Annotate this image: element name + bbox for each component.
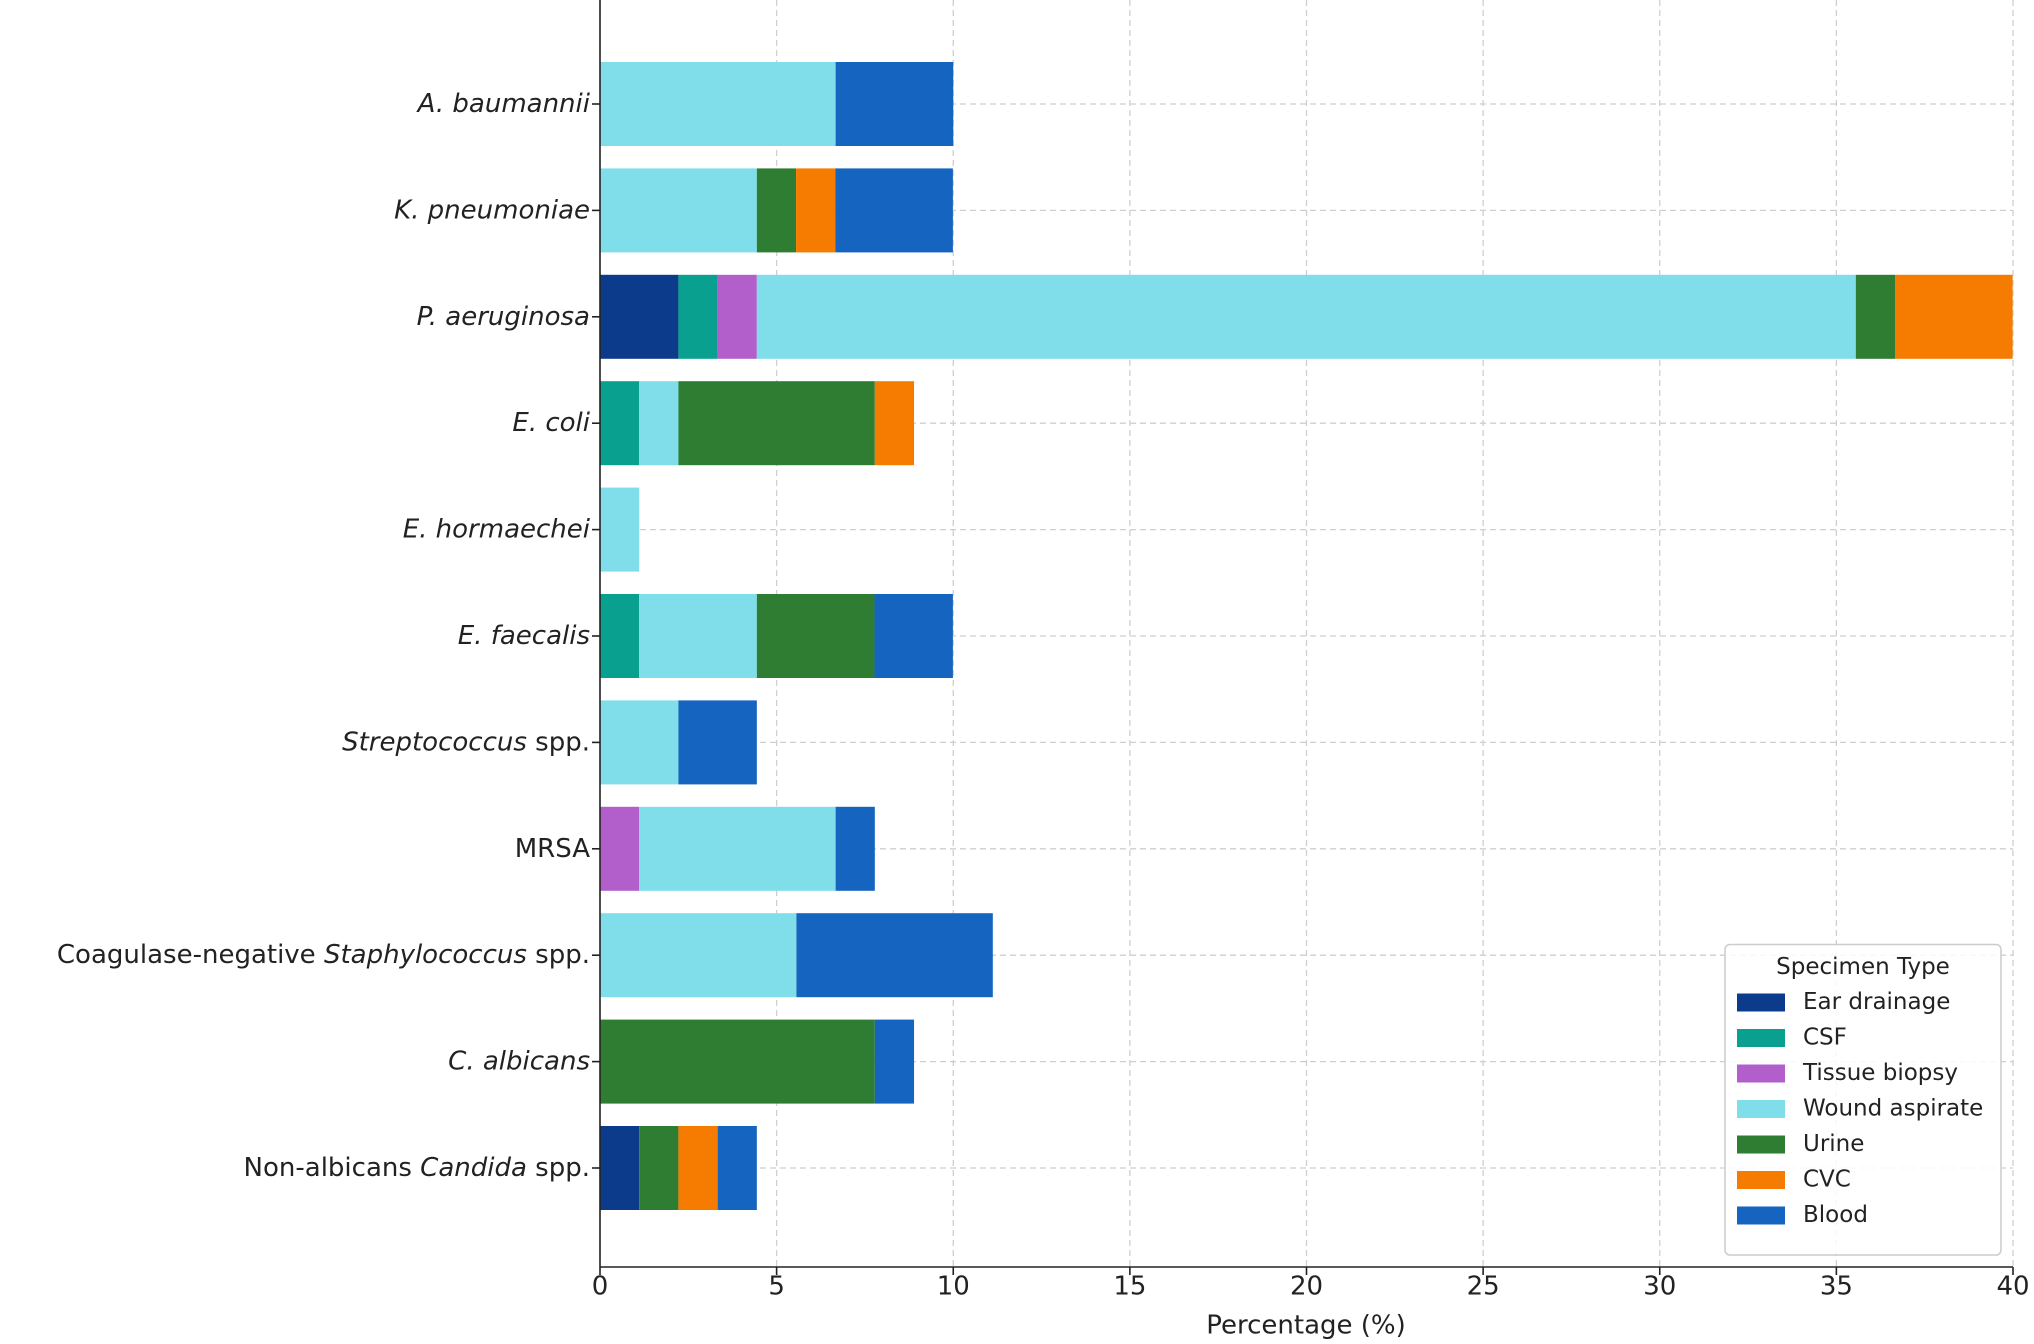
y-tick-label: E. faecalis: [458, 621, 590, 651]
y-tick-label: E. coli: [512, 408, 590, 438]
y-tick-label-part: Staphylococcus: [324, 940, 527, 970]
legend-frame: [1724, 943, 2002, 1256]
legend-swatch: [1737, 1135, 1785, 1154]
bar-segment: [874, 1019, 915, 1104]
y-tick-label-part: Streptococcus: [342, 727, 527, 757]
bar-segment: [678, 700, 757, 785]
y-tick-label-part: Candida: [420, 1153, 527, 1183]
bar-segment: [600, 168, 757, 253]
bar-segment: [639, 594, 757, 678]
bar-segment: [600, 1019, 875, 1104]
legend-label: Ear drainage: [1803, 989, 1950, 1015]
bar-segment: [600, 913, 797, 998]
y-tick-label-part: E. hormaechei: [403, 514, 591, 544]
bar-segment: [874, 594, 953, 678]
y-tick-label: A. baumannii: [416, 89, 591, 119]
x-axis-label: Percentage (%): [1206, 1311, 1406, 1341]
y-tick-label-part: A. baumannii: [416, 89, 591, 119]
y-tick-label: P. aeruginosa: [417, 301, 590, 331]
legend-label: CSF: [1803, 1025, 1847, 1051]
y-tick-label-part: Non-albicans: [244, 1153, 421, 1183]
bar-segment: [756, 168, 797, 253]
legend-swatch: [1737, 993, 1785, 1012]
bar-segment: [874, 381, 915, 466]
bar-segment: [756, 274, 1856, 359]
legend-title: Specimen Type: [1776, 954, 1950, 980]
bar-segment: [639, 806, 836, 891]
y-tick-label-part: Coagulase-negative: [57, 940, 324, 970]
x-tick-label: 0: [592, 1272, 609, 1302]
y-tick-label-part: spp.: [527, 940, 590, 970]
y-tick-label-part: spp.: [527, 727, 590, 757]
bar-segment: [678, 274, 718, 359]
legend-swatch: [1737, 1064, 1785, 1083]
x-tick-label: 5: [768, 1272, 785, 1302]
x-tick-label: 35: [1820, 1272, 1853, 1302]
legend-swatch: [1737, 1171, 1785, 1189]
x-tick-label: 25: [1467, 1272, 1500, 1302]
bar-segment: [678, 381, 875, 466]
bar-segment: [717, 1126, 757, 1210]
bar-segment: [717, 274, 757, 359]
x-tick-label: 20: [1290, 1272, 1323, 1302]
legend-label: Wound aspirate: [1803, 1096, 1983, 1122]
y-tick-label: Streptococcus spp.: [342, 727, 590, 757]
x-tick-label: 30: [1643, 1272, 1676, 1302]
y-tick-label: E. hormaechei: [403, 514, 591, 544]
bar-segment: [600, 594, 640, 678]
x-tick-label: 15: [1113, 1272, 1146, 1302]
legend-swatch: [1737, 1029, 1785, 1047]
y-tick-label: MRSA: [515, 833, 590, 863]
bar-segment: [600, 381, 640, 466]
bar-segment: [639, 1126, 679, 1210]
bar-segment: [835, 168, 953, 253]
legend-swatch: [1737, 1206, 1785, 1225]
bar-segment: [796, 913, 993, 998]
bars: [600, 62, 2013, 1210]
y-tick-label-part: spp.: [527, 1153, 590, 1183]
bar-segment: [600, 274, 679, 359]
x-tick-label: 10: [937, 1272, 970, 1302]
legend-label: CVC: [1803, 1167, 1851, 1193]
bar-segment: [678, 1126, 718, 1210]
bar-segment: [835, 806, 875, 891]
bar-segment: [600, 700, 679, 785]
y-tick-label: C. albicans: [448, 1046, 590, 1076]
legend-label: Blood: [1803, 1202, 1868, 1228]
y-tick-label: Non-albicans Candida spp.: [244, 1153, 590, 1183]
bar-segment: [600, 62, 836, 146]
bar-segment: [796, 168, 836, 253]
y-tick-label: Coagulase-negative Staphylococcus spp.: [57, 940, 590, 970]
y-tick-label-part: C. albicans: [448, 1046, 590, 1076]
bar-segment: [600, 487, 640, 572]
bar-segment: [756, 594, 875, 678]
y-tick-label-part: K. pneumoniae: [394, 195, 590, 225]
y-tick-label: K. pneumoniae: [394, 195, 590, 225]
x-tick-label: 40: [1996, 1272, 2029, 1302]
legend-label: Urine: [1803, 1131, 1864, 1157]
bar-segment: [1855, 274, 1896, 359]
y-tick-label-part: P. aeruginosa: [417, 301, 590, 331]
bar-segment: [600, 806, 640, 891]
bar-segment: [835, 62, 954, 146]
legend: Specimen Type Ear drainage CSF Tissue biops…: [1724, 943, 2002, 1256]
bar-segment: [639, 381, 679, 466]
y-tick-label-part: MRSA: [515, 833, 590, 863]
legend-label: Tissue biopsy: [1802, 1060, 1958, 1086]
legend-swatch: [1737, 1100, 1785, 1118]
y-tick-label-part: E. coli: [512, 408, 590, 438]
y-tick-label-part: E. faecalis: [458, 621, 590, 651]
bar-segment: [1895, 274, 2013, 359]
bar-segment: [600, 1126, 640, 1210]
